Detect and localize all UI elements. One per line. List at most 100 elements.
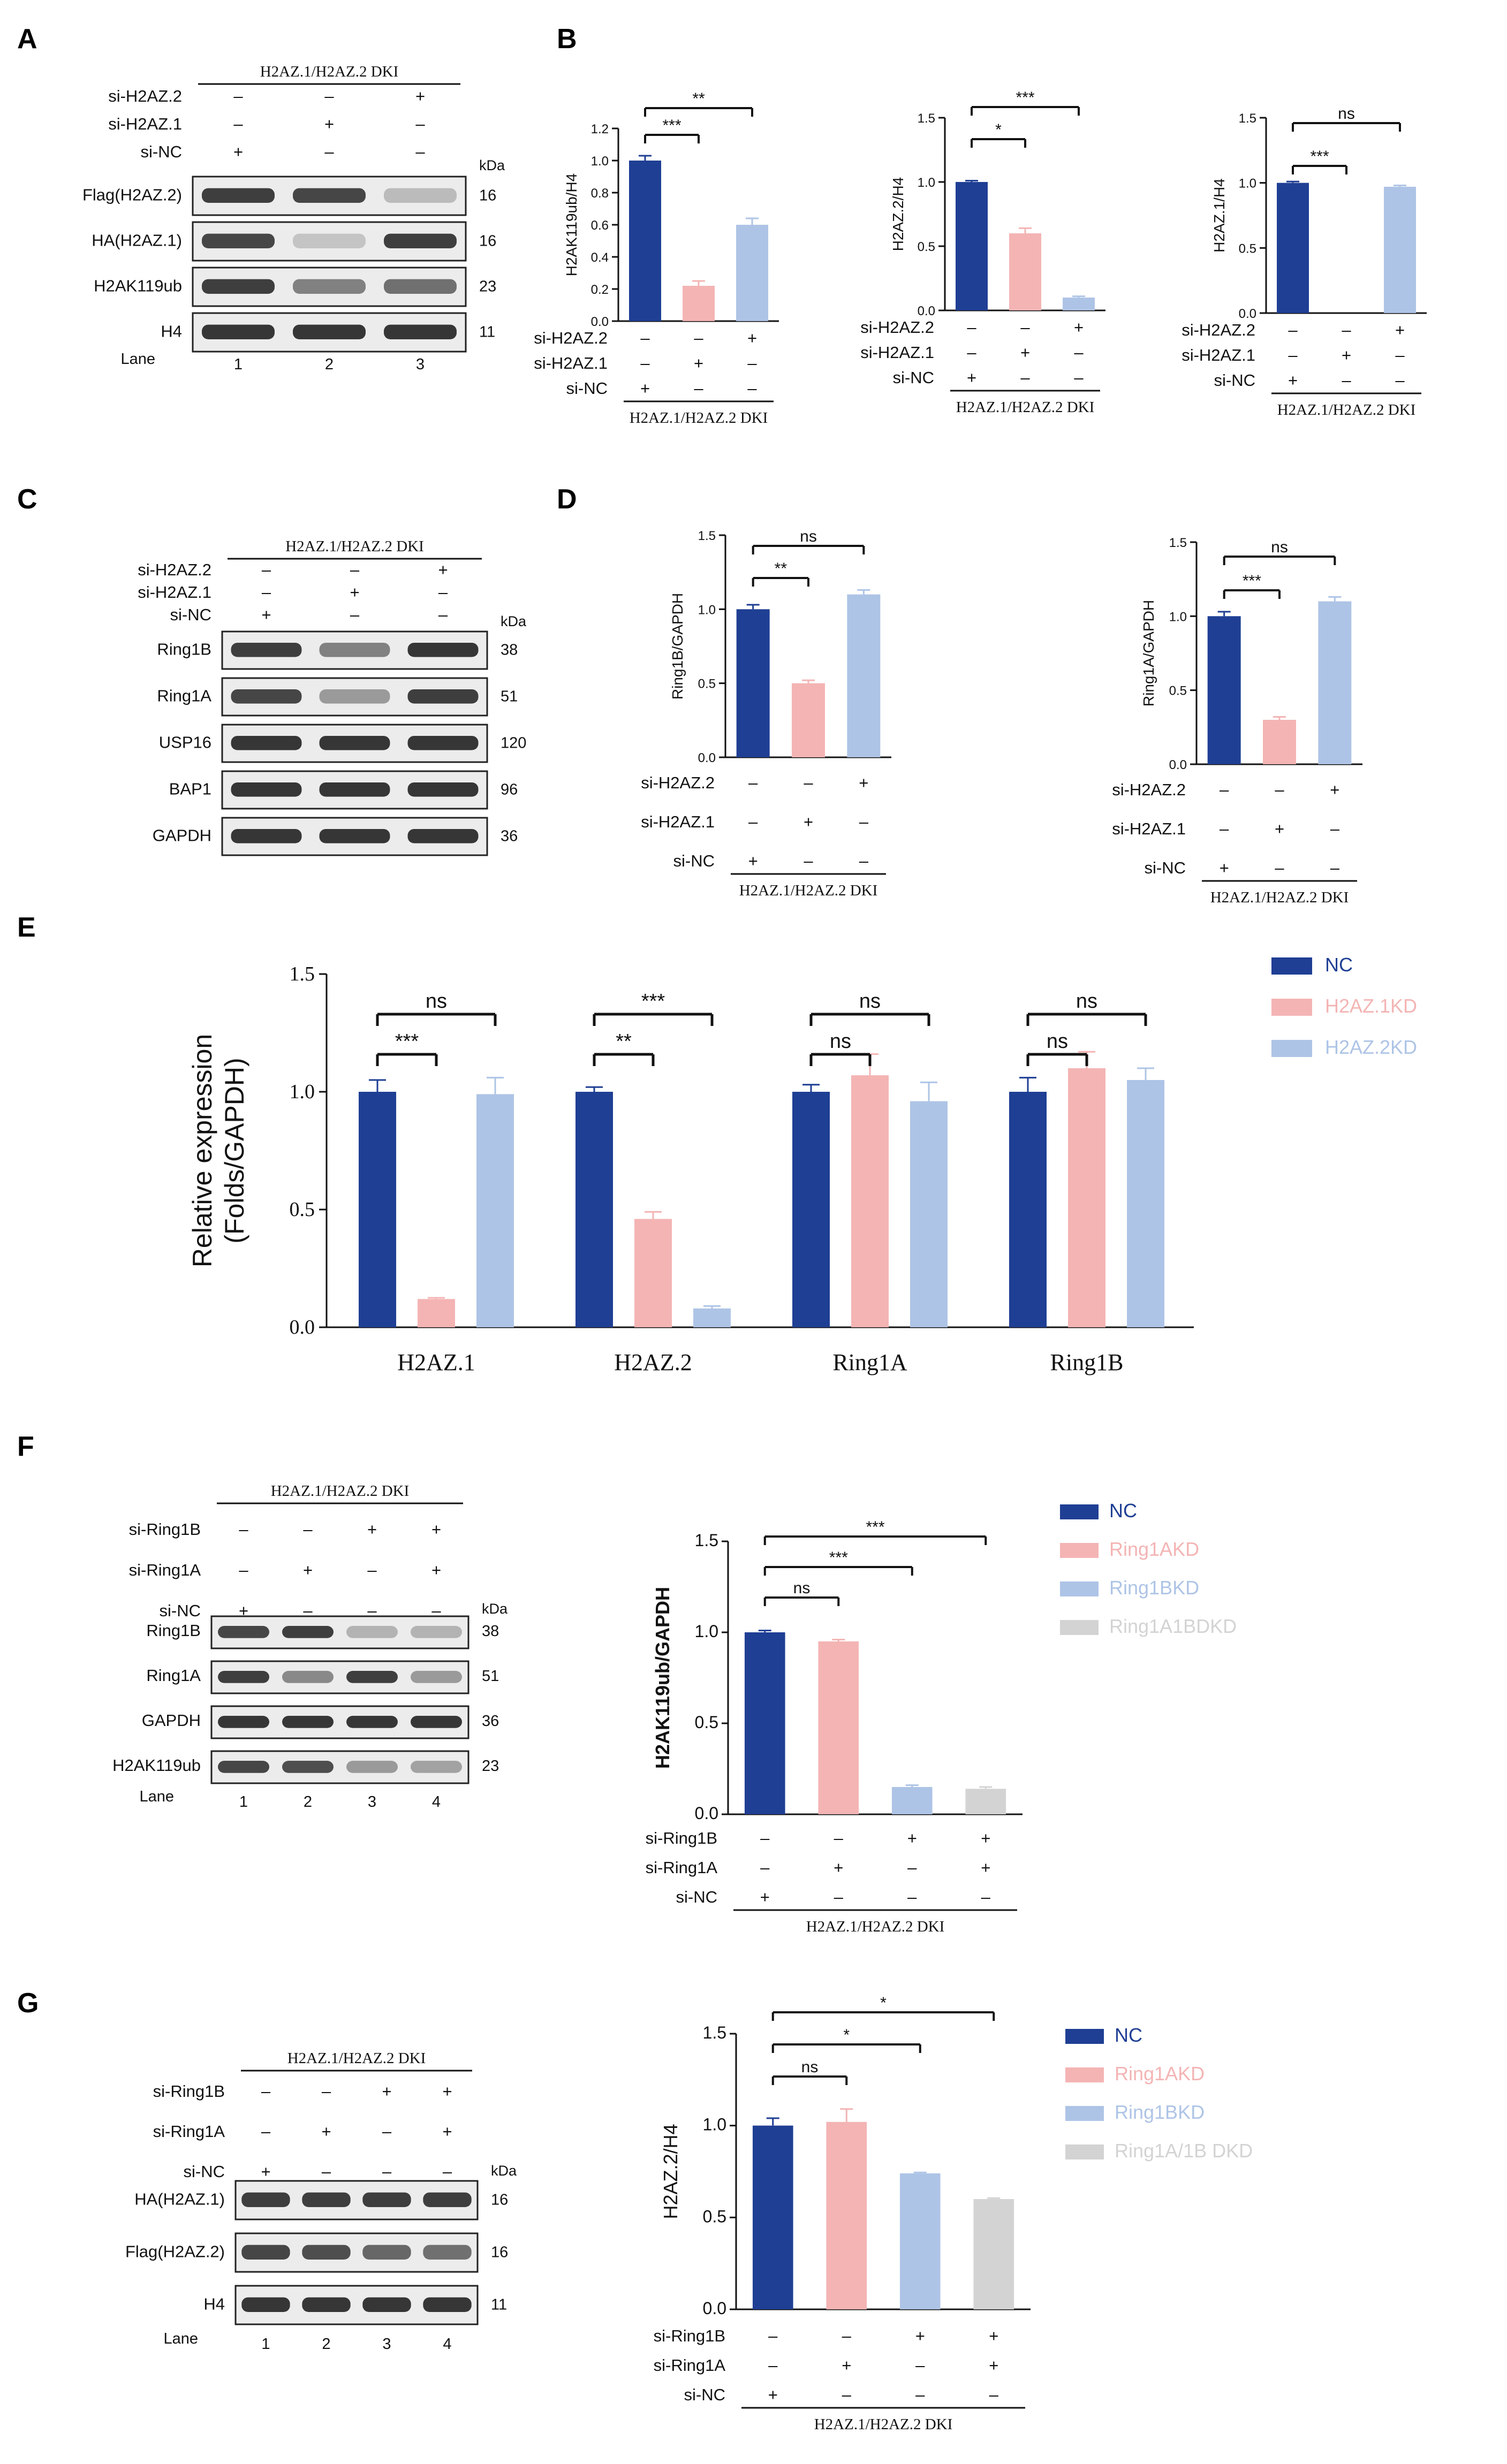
y-axis-label: Relative expression — [187, 1034, 217, 1267]
kda-value: 16 — [491, 2244, 508, 2261]
lane-number: 3 — [382, 2336, 391, 2353]
kda-value: 23 — [479, 278, 496, 295]
significance-label: ns — [800, 528, 817, 545]
significance-label: *** — [829, 1549, 848, 1566]
blot-band — [218, 1716, 269, 1728]
y-tick-label: 0.0 — [703, 2299, 726, 2318]
y-tick-label: 0.5 — [698, 677, 716, 691]
blot-band — [384, 188, 457, 203]
condition-sign: – — [322, 2082, 331, 2101]
bar — [1009, 233, 1041, 310]
blot-band — [411, 1716, 462, 1728]
condition-sign: + — [989, 2356, 998, 2375]
significance-label: ns — [1076, 990, 1097, 1013]
significance-label: ** — [692, 90, 705, 108]
y-tick-label: 0.5 — [1239, 241, 1256, 256]
chart-g: 0.0 0.5 1.0 1.5 H2AZ.2/H4 ns * * si-Ring1B – – + + si… — [654, 1994, 1253, 2433]
blot-band — [407, 782, 479, 797]
blot-band — [231, 736, 302, 750]
blot-band — [423, 2245, 472, 2260]
legend-swatch — [1271, 999, 1312, 1016]
condition-sign: + — [1220, 858, 1229, 877]
blot-band — [319, 829, 390, 843]
condition-label: si-NC — [184, 2162, 225, 2181]
blot-band — [384, 324, 457, 339]
significance-label: ns — [801, 2058, 819, 2076]
blot-label: Ring1B — [157, 640, 211, 658]
bar — [629, 161, 661, 321]
bar — [847, 594, 881, 757]
y-tick-label: 0.8 — [591, 186, 609, 201]
bar — [476, 1094, 514, 1327]
bar — [792, 1092, 830, 1327]
condition-sign: – — [967, 318, 976, 337]
condition-sign: – — [233, 115, 243, 133]
blot-label: Ring1A — [157, 686, 211, 705]
condition-label: si-H2AZ.2 — [1112, 780, 1186, 799]
condition-sign: – — [967, 343, 976, 362]
condition-label: si-NC — [141, 142, 183, 161]
significance-label: ns — [1338, 105, 1355, 123]
condition-label: si-NC — [673, 851, 715, 870]
legend-swatch — [1271, 1040, 1312, 1057]
bar — [744, 1632, 785, 1814]
y-tick-label: 0.2 — [591, 283, 609, 297]
condition-sign: + — [303, 1561, 313, 1579]
blot-panel-f: H2AZ.1/H2AZ.2 DKI si-Ring1B – – + + si-Ring1A –… — [112, 1482, 508, 1811]
condition-sign: – — [1288, 346, 1298, 364]
condition-sign: – — [261, 2122, 271, 2141]
group-label: H2AZ.1/H2AZ.2 DKI — [287, 2050, 426, 2067]
condition-sign: – — [694, 379, 703, 398]
blot-band — [407, 643, 479, 657]
blot-band — [362, 2297, 411, 2312]
condition-sign: + — [350, 583, 359, 602]
x-tick-label: Ring1B — [1050, 1349, 1124, 1375]
blot-band — [346, 1671, 398, 1683]
lane-number: 2 — [304, 1793, 312, 1811]
panel-label-f: F — [17, 1431, 34, 1462]
blot-band — [231, 643, 302, 657]
y-axis-label: H2AK119ub/H4 — [563, 173, 580, 277]
y-tick-label: 1.5 — [290, 963, 315, 985]
y-tick-label: 0.0 — [591, 315, 609, 329]
kda-value: 38 — [482, 1623, 499, 1640]
blot-label: H4 — [203, 2295, 225, 2314]
kda-value: 16 — [479, 187, 496, 204]
condition-sign: + — [1342, 346, 1351, 364]
condition-sign: + — [367, 1520, 377, 1539]
condition-sign: + — [989, 2326, 998, 2345]
blot-band — [282, 1626, 334, 1638]
condition-sign: – — [322, 2162, 331, 2181]
condition-sign: – — [760, 1829, 770, 1847]
condition-sign: – — [747, 354, 757, 372]
condition-sign: – — [1288, 321, 1298, 339]
lane-label: Lane — [139, 1788, 174, 1805]
condition-sign: + — [915, 2326, 925, 2345]
y-tick-label: 1.0 — [703, 2115, 726, 2134]
blot-band — [411, 1761, 462, 1773]
lane-number: 1 — [234, 356, 243, 373]
lane-number: 2 — [322, 2336, 330, 2353]
condition-label: si-H2AZ.1 — [860, 343, 934, 362]
bar — [418, 1299, 455, 1327]
condition-sign: – — [768, 2326, 778, 2345]
bar — [851, 1075, 889, 1327]
legend-swatch — [1271, 957, 1312, 975]
blot-band — [346, 1761, 398, 1773]
y-tick-label: 0.0 — [698, 751, 716, 765]
kda-value: 11 — [491, 2296, 507, 2314]
condition-sign: – — [350, 560, 360, 579]
significance-label: ns — [426, 990, 447, 1013]
kda-value: 16 — [491, 2192, 508, 2209]
condition-sign: – — [1074, 368, 1084, 387]
condition-label: si-H2AZ.1 — [138, 583, 211, 602]
x-tick-label: Ring1A — [832, 1349, 907, 1375]
kda-value: 23 — [482, 1758, 499, 1775]
blot-band — [407, 736, 479, 750]
condition-sign: – — [1342, 321, 1351, 339]
bar — [1318, 601, 1352, 764]
blot-label: Ring1B — [146, 1621, 201, 1640]
condition-sign: + — [760, 1888, 770, 1906]
y-tick-label: 1.5 — [1239, 111, 1256, 126]
blot-band — [411, 1626, 462, 1638]
